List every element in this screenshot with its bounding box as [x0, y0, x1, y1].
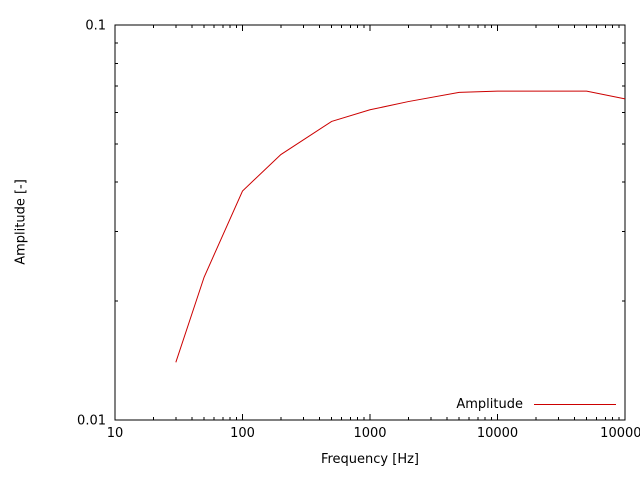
plot-border — [114, 24, 626, 421]
x-tick-label: 1000 — [353, 426, 386, 441]
x-tick-label: 10000 — [477, 426, 518, 441]
legend-label: Amplitude — [456, 397, 523, 412]
legend-line-sample — [534, 404, 616, 405]
y-tick-label: 0.01 — [77, 414, 106, 429]
series-line-amplitude — [175, 90, 626, 363]
x-axis-label: Frequency [Hz] — [320, 452, 420, 467]
legend: Amplitude — [456, 397, 616, 412]
y-tick-label: 0.1 — [85, 19, 106, 34]
y-axis-label: Amplitude [-] — [13, 179, 29, 265]
x-tick-label: 10 — [107, 426, 124, 441]
x-tick-label: 100 — [230, 426, 255, 441]
